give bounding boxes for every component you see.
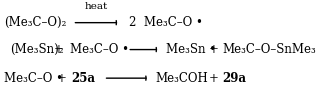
Text: Me₃COH: Me₃COH: [155, 72, 208, 85]
Text: (Me₃C–O)₂: (Me₃C–O)₂: [4, 16, 67, 29]
Text: 2  Me₃C–O •: 2 Me₃C–O •: [129, 16, 203, 29]
Text: Me₃C–O •: Me₃C–O •: [70, 43, 129, 56]
Text: heat: heat: [85, 2, 108, 11]
Text: 25a: 25a: [71, 72, 95, 85]
Text: Me₃Sn •: Me₃Sn •: [166, 43, 216, 56]
Text: +: +: [54, 43, 64, 56]
Text: +: +: [57, 72, 67, 85]
Text: 29a: 29a: [222, 72, 246, 85]
Text: Me₃C–O–SnMe₃: Me₃C–O–SnMe₃: [222, 43, 316, 56]
Text: +: +: [208, 43, 218, 56]
Text: (Me₃Sn)₂: (Me₃Sn)₂: [10, 43, 64, 56]
Text: Me₃C–O •: Me₃C–O •: [4, 72, 63, 85]
Text: +: +: [208, 72, 218, 85]
